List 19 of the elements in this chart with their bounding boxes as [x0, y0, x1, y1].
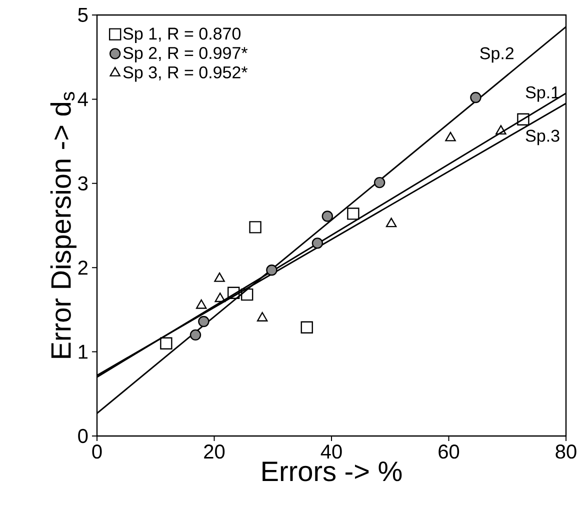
x-tick-label: 20 — [204, 444, 225, 459]
series-label: Sp.1 — [526, 86, 560, 102]
x-axis-title: Errors -> % — [262, 462, 402, 482]
y-tick-label: 0 — [78, 428, 88, 444]
y-tick-label: 4 — [78, 92, 88, 106]
series-label: Sp.2 — [480, 47, 514, 63]
y-tick-label: 5 — [78, 8, 88, 22]
y-axis-title: Error Dispersion -> d$_{s}$ — [50, 92, 76, 358]
y-tick-label: 2 — [78, 260, 88, 275]
x-tick-label: 80 — [556, 444, 576, 459]
legend-label: Sp 2, R = 0.997* — [123, 46, 248, 62]
x-tick-label: 0 — [92, 444, 102, 459]
y-tick-label: 3 — [78, 176, 88, 190]
x-tick-label: 60 — [438, 444, 460, 459]
legend-label: Sp 3, R = 0.952* — [123, 66, 248, 82]
series-label: Sp.3 — [526, 130, 560, 146]
x-tick-label: 40 — [320, 444, 342, 459]
y-tick-label: 1 — [78, 344, 88, 359]
legend-label: Sp 1, R = 0.870 — [123, 28, 241, 44]
